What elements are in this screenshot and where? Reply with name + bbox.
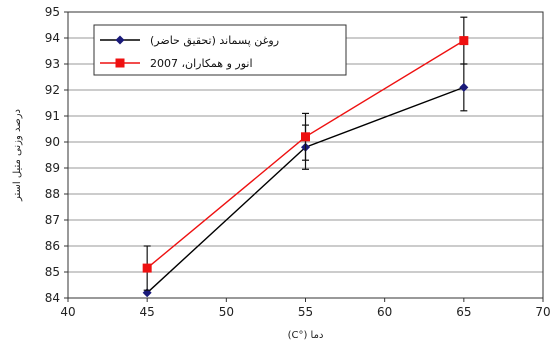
legend-item: روغن پسماند (تحقیق حاضر) [100, 34, 279, 48]
legend-item: انور و همکاران، 2007 [100, 57, 253, 70]
legend-label: انور و همکاران، 2007 [150, 57, 253, 70]
axis-ticks: 84 85 86 87 88 89 90 91 92 93 94 95 40 45 50 55 60 65 70 [45, 5, 551, 319]
y-tick-label: 90 [45, 135, 60, 149]
legend-label: روغن پسماند (تحقیق حاضر) [150, 34, 279, 48]
y-tick-label: 89 [45, 161, 60, 175]
x-tick-label: 45 [140, 305, 155, 319]
y-tick-label: 93 [45, 57, 60, 71]
y-tick-label: 86 [45, 239, 60, 253]
data-point-square [459, 36, 469, 46]
data-point-diamond [115, 35, 125, 45]
y-axis-title: درصد وزنی متیل استر [12, 109, 23, 202]
y-tick-label: 84 [45, 291, 60, 305]
chart-legend: روغن پسماند (تحقیق حاضر) انور و همکاران، … [93, 24, 347, 76]
data-point-square [115, 58, 125, 68]
data-point-square [301, 132, 310, 142]
y-tick-label: 91 [45, 109, 60, 123]
y-tick-label: 85 [45, 265, 60, 279]
x-tick-label: 40 [60, 305, 75, 319]
data-point-square [142, 263, 152, 273]
series-group [142, 16, 469, 298]
y-tick-label: 94 [45, 31, 60, 45]
data-point-diamond [459, 82, 469, 92]
series-2 [142, 16, 469, 291]
x-tick-label: 65 [456, 305, 471, 319]
x-tick-label: 70 [535, 305, 550, 319]
x-tick-label: 60 [377, 305, 392, 319]
y-tick-label: 87 [45, 213, 60, 227]
y-tick-label: 95 [45, 5, 60, 19]
x-tick-label: 55 [298, 305, 313, 319]
y-tick-label: 88 [45, 187, 60, 201]
y-tick-label: 92 [45, 83, 60, 97]
series-1 [142, 63, 469, 298]
x-tick-label: 50 [219, 305, 234, 319]
x-axis-title: دما (°C) [288, 330, 324, 341]
legend-box [93, 24, 347, 76]
